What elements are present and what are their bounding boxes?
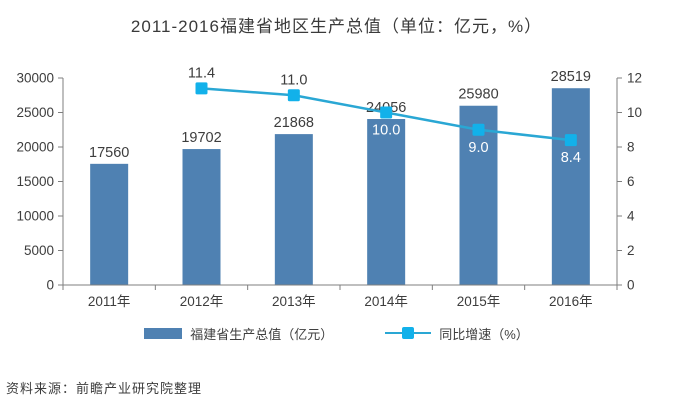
growth-label-2015年: 9.0 xyxy=(468,140,488,156)
right-axis-tick-label: 2 xyxy=(627,243,635,258)
bar-series-swatch xyxy=(144,327,183,339)
right-axis-tick-label: 12 xyxy=(627,71,642,86)
category-label-2014年: 2014年 xyxy=(364,294,408,309)
growth-marker-2013年 xyxy=(287,89,300,102)
bar-2012年 xyxy=(182,149,221,285)
bar-label-2013年: 21868 xyxy=(274,115,314,131)
legend-item-growth: 同比增速（%） xyxy=(385,324,529,343)
growth-label-2014年: 10.0 xyxy=(372,123,400,139)
right-axis-tick-label: 10 xyxy=(627,105,642,120)
growth-label-2016年: 8.4 xyxy=(561,150,581,166)
category-label-2016年: 2016年 xyxy=(549,294,593,309)
growth-marker-2016年 xyxy=(564,134,577,147)
right-axis-tick-label: 0 xyxy=(627,278,635,293)
legend-label-gdp: 福建省生产总值（亿元） xyxy=(190,326,334,342)
bar-2016年 xyxy=(551,88,590,285)
left-axis-tick-label: 20000 xyxy=(16,140,54,155)
right-axis-tick-label: 8 xyxy=(627,140,635,155)
bar-2013年 xyxy=(274,134,313,285)
chart-title: 2011-2016福建省地区生产总值（单位：亿元，%） xyxy=(130,17,543,36)
legend: 福建省生产总值（亿元） 同比增速（%） xyxy=(0,321,673,345)
legend-label-growth: 同比增速（%） xyxy=(439,326,529,342)
bar-label-2015年: 25980 xyxy=(458,87,498,103)
line-swatch-marker xyxy=(402,327,415,339)
bar-2011年 xyxy=(90,163,129,285)
left-axis-tick-label: 0 xyxy=(46,278,54,293)
bar-2014年 xyxy=(367,119,406,285)
left-axis-tick-label: 10000 xyxy=(16,209,54,224)
left-axis-tick-label: 30000 xyxy=(16,71,54,86)
bar-label-2016年: 28519 xyxy=(551,69,591,85)
category-label-2015年: 2015年 xyxy=(457,294,501,309)
category-label-2012年: 2012年 xyxy=(180,294,224,309)
source-note: 资料来源：前瞻产业研究院整理 xyxy=(6,381,203,396)
category-label-2011年: 2011年 xyxy=(88,294,131,309)
left-axis-tick-label: 5000 xyxy=(24,243,54,258)
growth-marker-2015年 xyxy=(472,123,485,136)
bar-label-2012年: 19702 xyxy=(181,130,221,146)
growth-label-2013年: 11.0 xyxy=(280,72,307,88)
category-label-2013年: 2013年 xyxy=(272,294,316,309)
legend-item-gdp: 福建省生产总值（亿元） xyxy=(144,324,333,343)
bar-label-2011年: 17560 xyxy=(89,145,129,161)
growth-marker-2012年 xyxy=(195,82,208,95)
line-series-swatch xyxy=(385,327,432,339)
left-axis-tick-label: 25000 xyxy=(16,105,54,120)
right-axis-tick-label: 4 xyxy=(627,209,635,224)
gdp-combo-chart: 1756019702218682405625980285190500010000… xyxy=(16,65,642,309)
growth-label-2012年: 11.4 xyxy=(188,65,215,81)
right-axis-tick-label: 6 xyxy=(627,174,635,189)
left-axis-tick-label: 15000 xyxy=(16,174,54,189)
growth-marker-2014年 xyxy=(380,106,393,119)
